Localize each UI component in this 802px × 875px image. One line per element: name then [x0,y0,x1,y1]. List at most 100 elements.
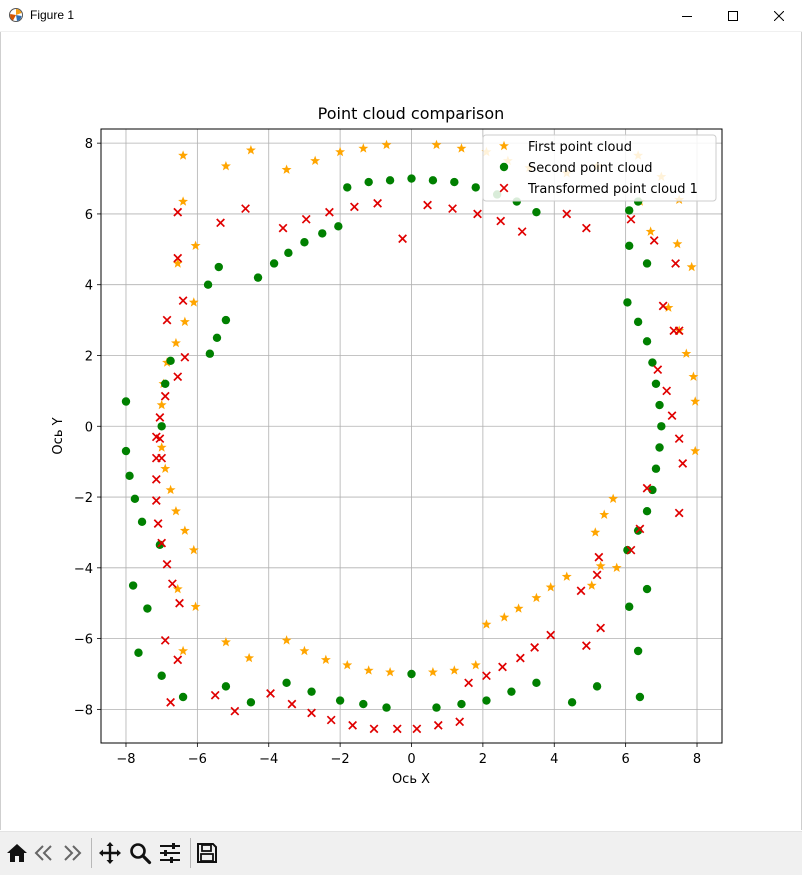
star-point [281,164,292,174]
circle-point [385,176,395,185]
window-title: Figure 1 [30,8,75,22]
x-point [180,352,190,362]
circle-point [318,229,327,238]
star-point [358,143,369,153]
x-point [160,635,170,645]
star-point [156,399,167,410]
close-icon [774,10,784,21]
x-tick-label: 4 [550,752,558,767]
y-tick-label: 8 [85,137,93,152]
maximize-button[interactable] [710,0,756,31]
star-point [179,525,190,535]
x-point [151,432,161,442]
star-point [190,601,201,611]
star-point [188,297,199,307]
save-disk-icon [197,843,217,863]
home-button[interactable] [3,839,31,867]
maximize-icon [728,10,738,21]
x-point [667,411,677,421]
save-button[interactable] [193,839,221,867]
x-point [162,559,172,569]
figure-canvas[interactable]: Point cloud comparison −8 −6 −4 −2 0 2 4 6 8 −8 −6… [0,32,802,830]
circle-point [214,262,223,272]
x-point [157,538,167,548]
x-point [349,202,359,212]
star-point [178,150,189,160]
star-point [545,582,556,592]
pan-button[interactable] [96,839,124,867]
star-point [171,506,181,516]
x-tick-label: −4 [259,752,278,767]
back-button[interactable] [30,839,58,867]
legend-marker [499,140,509,151]
star-point [299,645,310,656]
star-point [172,583,183,594]
legend-label: Second point cloud [528,161,652,176]
circle-point [121,446,131,456]
star-point [385,667,396,677]
circle-point [128,581,138,590]
circle-point [457,699,466,709]
circle-point [143,604,152,613]
circle-point [567,698,577,707]
y-tick-label: 2 [85,349,93,364]
x-point [473,209,482,219]
configure-subplots-button[interactable] [156,839,184,867]
x-point [455,717,465,727]
star-point [561,571,572,581]
zoom-button[interactable] [126,839,154,867]
minimize-button[interactable] [664,0,710,31]
forward-button[interactable] [58,839,86,867]
star-point [245,145,256,155]
circle-point [482,696,491,705]
legend-marker [499,183,509,193]
circle-point [642,584,652,594]
x-point [173,372,183,382]
star-point [310,155,321,166]
x-point [160,391,170,401]
circle-point [471,183,480,192]
forward-arrow-icon [64,845,82,861]
x-point [642,483,652,493]
x-point [241,204,250,214]
circle-point [642,507,652,516]
matplotlib-app-icon [9,8,23,22]
star-point [690,445,701,456]
star-point [481,619,492,629]
configure-subplots-icon [160,843,180,863]
x-point [669,326,679,336]
x-point [433,720,443,730]
star-point [608,493,619,504]
circle-point [623,298,632,307]
legend-marker [499,162,509,172]
legend-label: First point cloud [528,140,632,155]
star-point [363,665,374,675]
star-point [672,238,683,249]
x-point [278,223,288,233]
close-button[interactable] [756,0,802,31]
star-point [190,240,201,250]
x-point [369,724,379,734]
x-point [167,579,177,589]
x-point [594,552,604,562]
circle-point [166,356,175,365]
star-point [220,160,231,171]
star-point [320,654,331,665]
x-point [546,630,556,640]
x-point [151,496,161,505]
y-axis-label: Ось Y [51,417,66,454]
x-point [517,227,527,237]
navigation-toolbar [0,831,802,875]
x-point [678,459,688,468]
circle-point [625,241,634,250]
circle-point [157,671,166,680]
x-tick-label: 6 [621,752,629,767]
x-point [464,678,474,688]
circle-point [625,206,634,215]
circle-point [221,315,231,325]
star-point [281,635,292,645]
x-point [674,508,684,518]
circle-point [205,349,215,358]
circle-point [651,464,661,473]
circle-point [121,397,131,406]
